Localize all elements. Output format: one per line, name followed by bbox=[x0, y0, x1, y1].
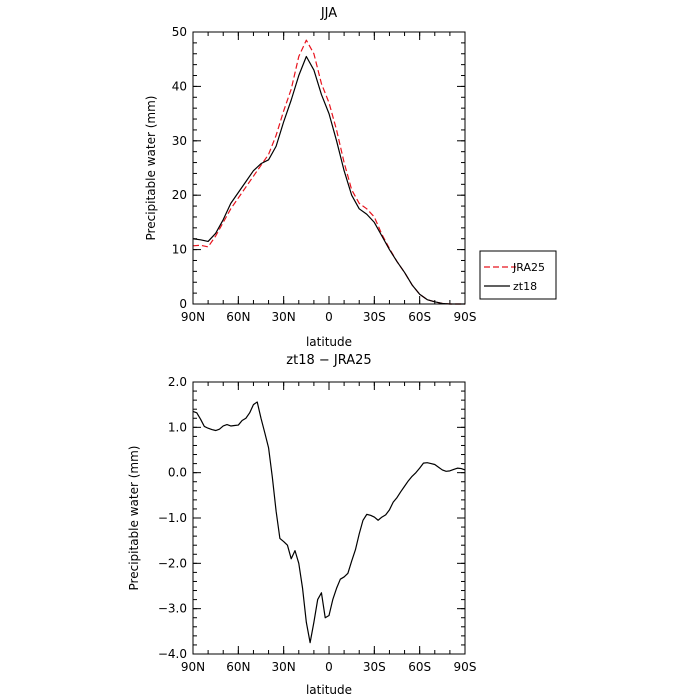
mean-precip-water-panel: JJA 90N 60N 30N 0 30S 60S 90S 0 10 20 30 40 50 latit… bbox=[144, 6, 557, 349]
x-tick-label: 60N bbox=[226, 660, 250, 674]
legend: JRA25 zt18 bbox=[479, 250, 557, 300]
y-tick-label: 0 bbox=[179, 297, 187, 311]
x-tick-label: 60S bbox=[408, 660, 431, 674]
top-plot-frame bbox=[192, 31, 466, 305]
top-chart-title: JJA bbox=[320, 6, 337, 21]
x-tick-label: 0 bbox=[325, 310, 333, 324]
legend-label-jra25: JRA25 bbox=[512, 261, 545, 274]
x-tick-label: 30S bbox=[363, 660, 386, 674]
y-tick-label: 10 bbox=[172, 243, 187, 257]
x-tick-label: 90S bbox=[454, 310, 477, 324]
top-series-layer bbox=[192, 39, 465, 305]
legend-label-zt18: zt18 bbox=[513, 280, 537, 293]
x-tick-label: 90N bbox=[181, 660, 205, 674]
y-tick-label: −2.0 bbox=[158, 556, 187, 570]
y-tick-label: 0.0 bbox=[168, 466, 187, 480]
top-axes: 90N 60N 30N 0 30S 60S 90S 0 10 20 30 40 50 bbox=[172, 25, 477, 324]
x-tick-label: 30N bbox=[272, 310, 296, 324]
y-tick-label: −4.0 bbox=[158, 647, 187, 661]
bottom-y-axis-label: Precipitable water (mm) bbox=[127, 446, 141, 591]
bottom-axes: 90N 60N 30N 0 30S 60S 90S −4.0 −3.0 −2.0 −1.0 0.0 1.… bbox=[158, 375, 477, 674]
x-tick-label: 30S bbox=[363, 310, 386, 324]
top-y-axis-label: Precipitable water (mm) bbox=[144, 96, 158, 241]
x-tick-label: 30N bbox=[272, 660, 296, 674]
y-tick-label: 20 bbox=[172, 188, 187, 202]
x-tick-label: 60S bbox=[408, 310, 431, 324]
difference-panel: zt18 − JRA25 90N 60N 30N 0 30S 60S 90S −4.0 −3.0… bbox=[127, 353, 476, 697]
legend-box bbox=[479, 250, 557, 300]
y-tick-label: −3.0 bbox=[158, 602, 187, 616]
x-tick-label: 0 bbox=[325, 660, 333, 674]
y-tick-label: 30 bbox=[172, 134, 187, 148]
y-tick-label: 50 bbox=[172, 25, 187, 39]
y-tick-label: −1.0 bbox=[158, 511, 187, 525]
x-tick-label: 90N bbox=[181, 310, 205, 324]
series-line-difference bbox=[192, 401, 466, 644]
series-line-zt18 bbox=[192, 55, 465, 305]
series-line-jra25 bbox=[192, 39, 465, 305]
bottom-chart-title: zt18 − JRA25 bbox=[286, 353, 371, 368]
y-tick-label: 2.0 bbox=[168, 375, 187, 389]
x-tick-label: 60N bbox=[226, 310, 250, 324]
y-tick-label: 1.0 bbox=[168, 420, 187, 434]
bottom-series-layer bbox=[192, 401, 466, 644]
bottom-x-axis-label: latitude bbox=[306, 683, 352, 697]
y-tick-label: 40 bbox=[172, 79, 187, 93]
top-x-axis-label: latitude bbox=[306, 335, 352, 349]
x-tick-label: 90S bbox=[454, 660, 477, 674]
